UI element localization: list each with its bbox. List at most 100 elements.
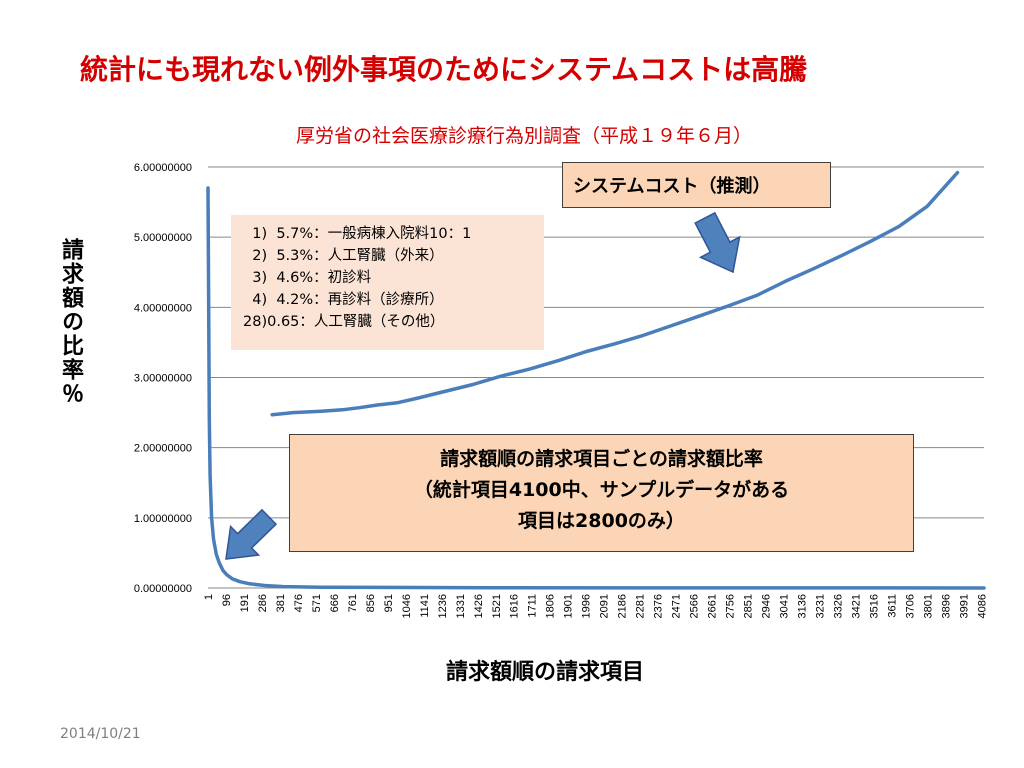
x-tick: 191: [239, 594, 251, 612]
y-tick-label: 6.00000000: [134, 162, 192, 174]
x-tick-label: 2756: [725, 594, 737, 618]
x-tick: 856: [365, 594, 377, 612]
x-tick: 1236: [437, 594, 449, 618]
x-tick: 1046: [401, 594, 413, 618]
x-tick: 3611: [886, 594, 898, 618]
x-tick-label: 2471: [671, 594, 683, 618]
top-item-2: 2) 5.3%：人工腎臓（外来）: [243, 248, 444, 264]
x-tick: 1996: [581, 594, 593, 618]
x-tick-label: 96: [221, 594, 233, 606]
x-tick: 96: [221, 594, 233, 606]
ratio-callout: 請求額順の請求項目ごとの請求額比率 （統計項目4100中、サンプルデータがある …: [289, 434, 914, 552]
x-tick-label: 761: [347, 594, 359, 612]
y-tick-labels: 0.00000000 1.00000000 2.00000000 3.00000000…: [134, 162, 192, 595]
x-tick: 1711: [527, 594, 539, 618]
y-axis-label: 請求額の比率％: [58, 238, 83, 406]
x-tick: 3326: [832, 594, 844, 618]
x-tick-label: 3231: [814, 594, 826, 618]
chart-title: 厚労省の社会医療診療行為別調査（平成１９年６月）: [296, 125, 753, 147]
y-tick-label: 5.00000000: [134, 232, 192, 244]
x-tick-label: 3421: [850, 594, 862, 618]
x-tick: 3136: [797, 594, 809, 618]
x-tick-label: 2281: [635, 594, 647, 618]
ratio-callout-line-2: （統計項目4100中、サンプルデータがある: [413, 479, 790, 501]
y-tick-label: 1.00000000: [134, 513, 192, 525]
x-tick-label: 2946: [761, 594, 773, 618]
top-item-1: 1) 5.7%：一般病棟入院料10：1: [243, 226, 472, 242]
x-tick: 2566: [689, 594, 701, 618]
x-tick: 1331: [455, 594, 467, 618]
x-tick: 1: [203, 594, 215, 600]
x-tick: 1426: [473, 594, 485, 618]
x-tick-label: 856: [365, 594, 377, 612]
x-tick: 3231: [814, 594, 826, 618]
x-tick-label: 3136: [797, 594, 809, 618]
x-tick: 571: [311, 594, 323, 612]
x-tick-label: 2661: [707, 594, 719, 618]
x-tick-label: 951: [383, 594, 395, 612]
x-tick: 2946: [761, 594, 773, 618]
x-tick-label: 3801: [922, 594, 934, 618]
x-tick-label: 1711: [527, 594, 539, 618]
x-tick-label: 3991: [958, 594, 970, 618]
x-tick: 2756: [725, 594, 737, 618]
x-tick-label: 3611: [886, 594, 898, 618]
x-tick: 1521: [491, 594, 503, 618]
slide-date: 2014/10/21: [60, 726, 141, 742]
x-tick: 476: [293, 594, 305, 612]
x-tick: 2471: [671, 594, 683, 618]
x-tick-label: 4086: [976, 594, 988, 618]
x-tick-label: 1521: [491, 594, 503, 618]
x-tick-label: 381: [275, 594, 287, 612]
x-tick: 1806: [545, 594, 557, 618]
x-tick: 3896: [940, 594, 952, 618]
y-tick-label: 0.00000000: [134, 583, 192, 595]
x-tick-label: 1141: [419, 594, 431, 618]
y-tick-label: 3.00000000: [134, 373, 192, 385]
x-tick-label: 2091: [599, 594, 611, 618]
top-item-3: 3) 4.6%：初診料: [243, 270, 372, 286]
x-tick-label: 2376: [653, 594, 665, 618]
x-tick: 3801: [922, 594, 934, 618]
x-tick-label: 1046: [401, 594, 413, 618]
x-tick: 1141: [419, 594, 431, 618]
x-tick-label: 1901: [563, 594, 575, 618]
x-tick-label: 3516: [868, 594, 880, 618]
x-tick: 2661: [707, 594, 719, 618]
x-tick-label: 571: [311, 594, 323, 612]
x-tick-label: 1616: [509, 594, 521, 618]
top-items-box: 1) 5.7%：一般病棟入院料10：1 2) 5.3%：人工腎臓（外来） 3) …: [231, 215, 544, 350]
x-tick: 1616: [509, 594, 521, 618]
x-tick-label: 1806: [545, 594, 557, 618]
x-tick: 3706: [904, 594, 916, 618]
x-tick: 3991: [958, 594, 970, 618]
x-tick: 666: [329, 594, 341, 612]
slide-title: 統計にも現れない例外事項のためにシステムコストは高騰: [80, 53, 808, 86]
x-tick-label: 1426: [473, 594, 485, 618]
x-tick: 381: [275, 594, 287, 612]
x-tick: 2091: [599, 594, 611, 618]
x-tick: 2376: [653, 594, 665, 618]
x-tick: 761: [347, 594, 359, 612]
ratio-callout-line-3: 項目は2800のみ）: [518, 510, 685, 532]
x-tick: 4086: [976, 594, 988, 618]
x-tick-label: 2851: [743, 594, 755, 618]
x-tick: 951: [383, 594, 395, 612]
x-tick: 2281: [635, 594, 647, 618]
x-tick: 2851: [743, 594, 755, 618]
x-axis-label: 請求額順の請求項目: [446, 660, 645, 685]
y-tick-label: 2.00000000: [134, 443, 192, 455]
x-tick-label: 1: [203, 594, 215, 600]
x-tick-label: 3041: [779, 594, 791, 618]
series-line-2: [270, 170, 960, 417]
arrow-to-cost-curve-icon: [694, 211, 741, 274]
x-tick-label: 1236: [437, 594, 449, 618]
x-tick: 286: [257, 594, 269, 612]
x-tick: 3421: [850, 594, 862, 618]
x-tick-label: 1996: [581, 594, 593, 618]
series-line-1: [206, 186, 986, 590]
x-tick-labels: 1 96 191 286 381 476 571 666 761 856 951 1046 1141 12…: [203, 594, 988, 618]
top-item-28: 28)0.65：人工腎臓（その他）: [243, 314, 445, 330]
x-tick-label: 666: [329, 594, 341, 612]
x-tick-label: 1331: [455, 594, 467, 618]
